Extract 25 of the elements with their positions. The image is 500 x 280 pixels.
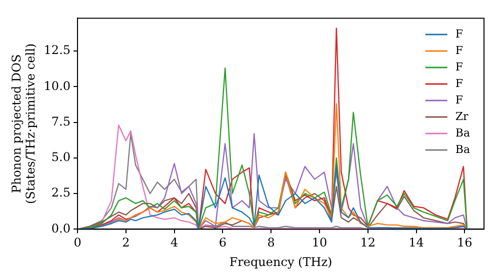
y-tick-label: 5.0: [51, 150, 71, 164]
y-tick-label: 2.5: [51, 186, 71, 200]
y-tick-label: 7.5: [51, 114, 71, 128]
legend-label: F: [455, 60, 464, 74]
legend-label: Ba: [455, 126, 470, 140]
y-tick-label: 0.0: [51, 221, 71, 236]
legend-label: F: [455, 44, 464, 57]
legend-label: F: [455, 27, 464, 40]
x-tick-label: 8: [267, 236, 275, 250]
legend-label: Ba: [455, 142, 470, 156]
y-axis-title: Phonon projected DOS (States/THz·primitive cell): [9, 43, 38, 204]
y-tick-label: 10.0: [44, 78, 71, 93]
x-tick-label: 16: [457, 236, 472, 250]
x-tick-label: 14: [408, 236, 424, 250]
legend-label: F: [455, 76, 464, 90]
x-tick-label: 2: [122, 236, 130, 250]
x-tick-label: 4: [170, 236, 178, 250]
x-tick-label: 10: [312, 236, 328, 250]
y-tick-label: 12.5: [44, 43, 71, 58]
legend-label: F: [455, 93, 464, 106]
x-tick-label: 0: [74, 236, 82, 250]
legend-label: Zr: [455, 110, 469, 123]
x-tick-label: 6: [218, 236, 227, 250]
x-tick-label: 12: [360, 236, 376, 250]
x-axis-title: Frequency (THz): [229, 254, 332, 269]
